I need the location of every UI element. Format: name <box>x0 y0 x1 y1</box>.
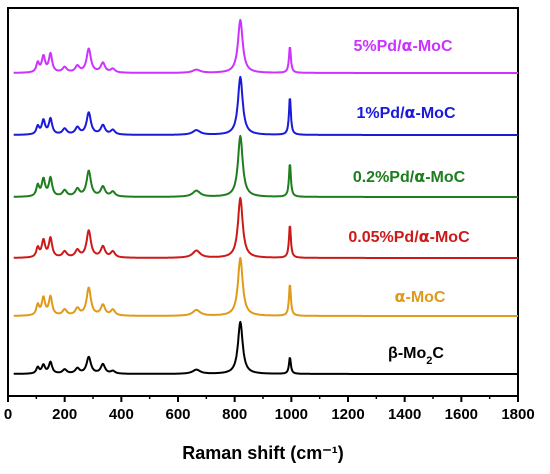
x-tick-label-3: 600 <box>165 406 190 423</box>
x-tick-label-2: 400 <box>109 406 134 423</box>
series-label-5: β-Mo2C <box>388 345 444 367</box>
series-label-2: 0.2%Pd/α-MoC <box>353 167 466 186</box>
x-tick-label-1: 200 <box>52 406 77 423</box>
series-label-4: α-MoC <box>395 287 446 306</box>
x-axis: 0 200 400 600 800 1000 1200 1400 1600 1800 <box>4 396 535 423</box>
x-tick-label-7: 1400 <box>388 406 421 423</box>
series-group <box>13 18 519 375</box>
x-tick-label-5: 1000 <box>275 406 308 423</box>
x-tick-label-0: 0 <box>4 406 12 423</box>
series-line-2 <box>13 134 519 198</box>
series-label-0: 5%Pd/α-MoC <box>354 36 453 55</box>
series-line-4 <box>13 256 519 317</box>
x-axis-title: Raman shift (cm⁻¹) <box>182 443 344 463</box>
x-tick-label-9: 1800 <box>501 406 534 423</box>
series-label-1: 1%Pd/α-MoC <box>357 103 456 122</box>
series-line-1 <box>13 75 519 136</box>
series-label-group: 5%Pd/α-MoC 1%Pd/α-MoC 0.2%Pd/α-MoC 0.05%Pd/… <box>348 36 470 367</box>
x-tick-label-4: 800 <box>222 406 247 423</box>
series-line-5 <box>13 320 519 375</box>
series-line-3 <box>13 196 519 259</box>
x-tick-label-6: 1200 <box>331 406 364 423</box>
series-label-3: 0.05%Pd/α-MoC <box>348 227 470 246</box>
x-tick-label-8: 1600 <box>445 406 478 423</box>
series-line-0 <box>13 18 519 74</box>
